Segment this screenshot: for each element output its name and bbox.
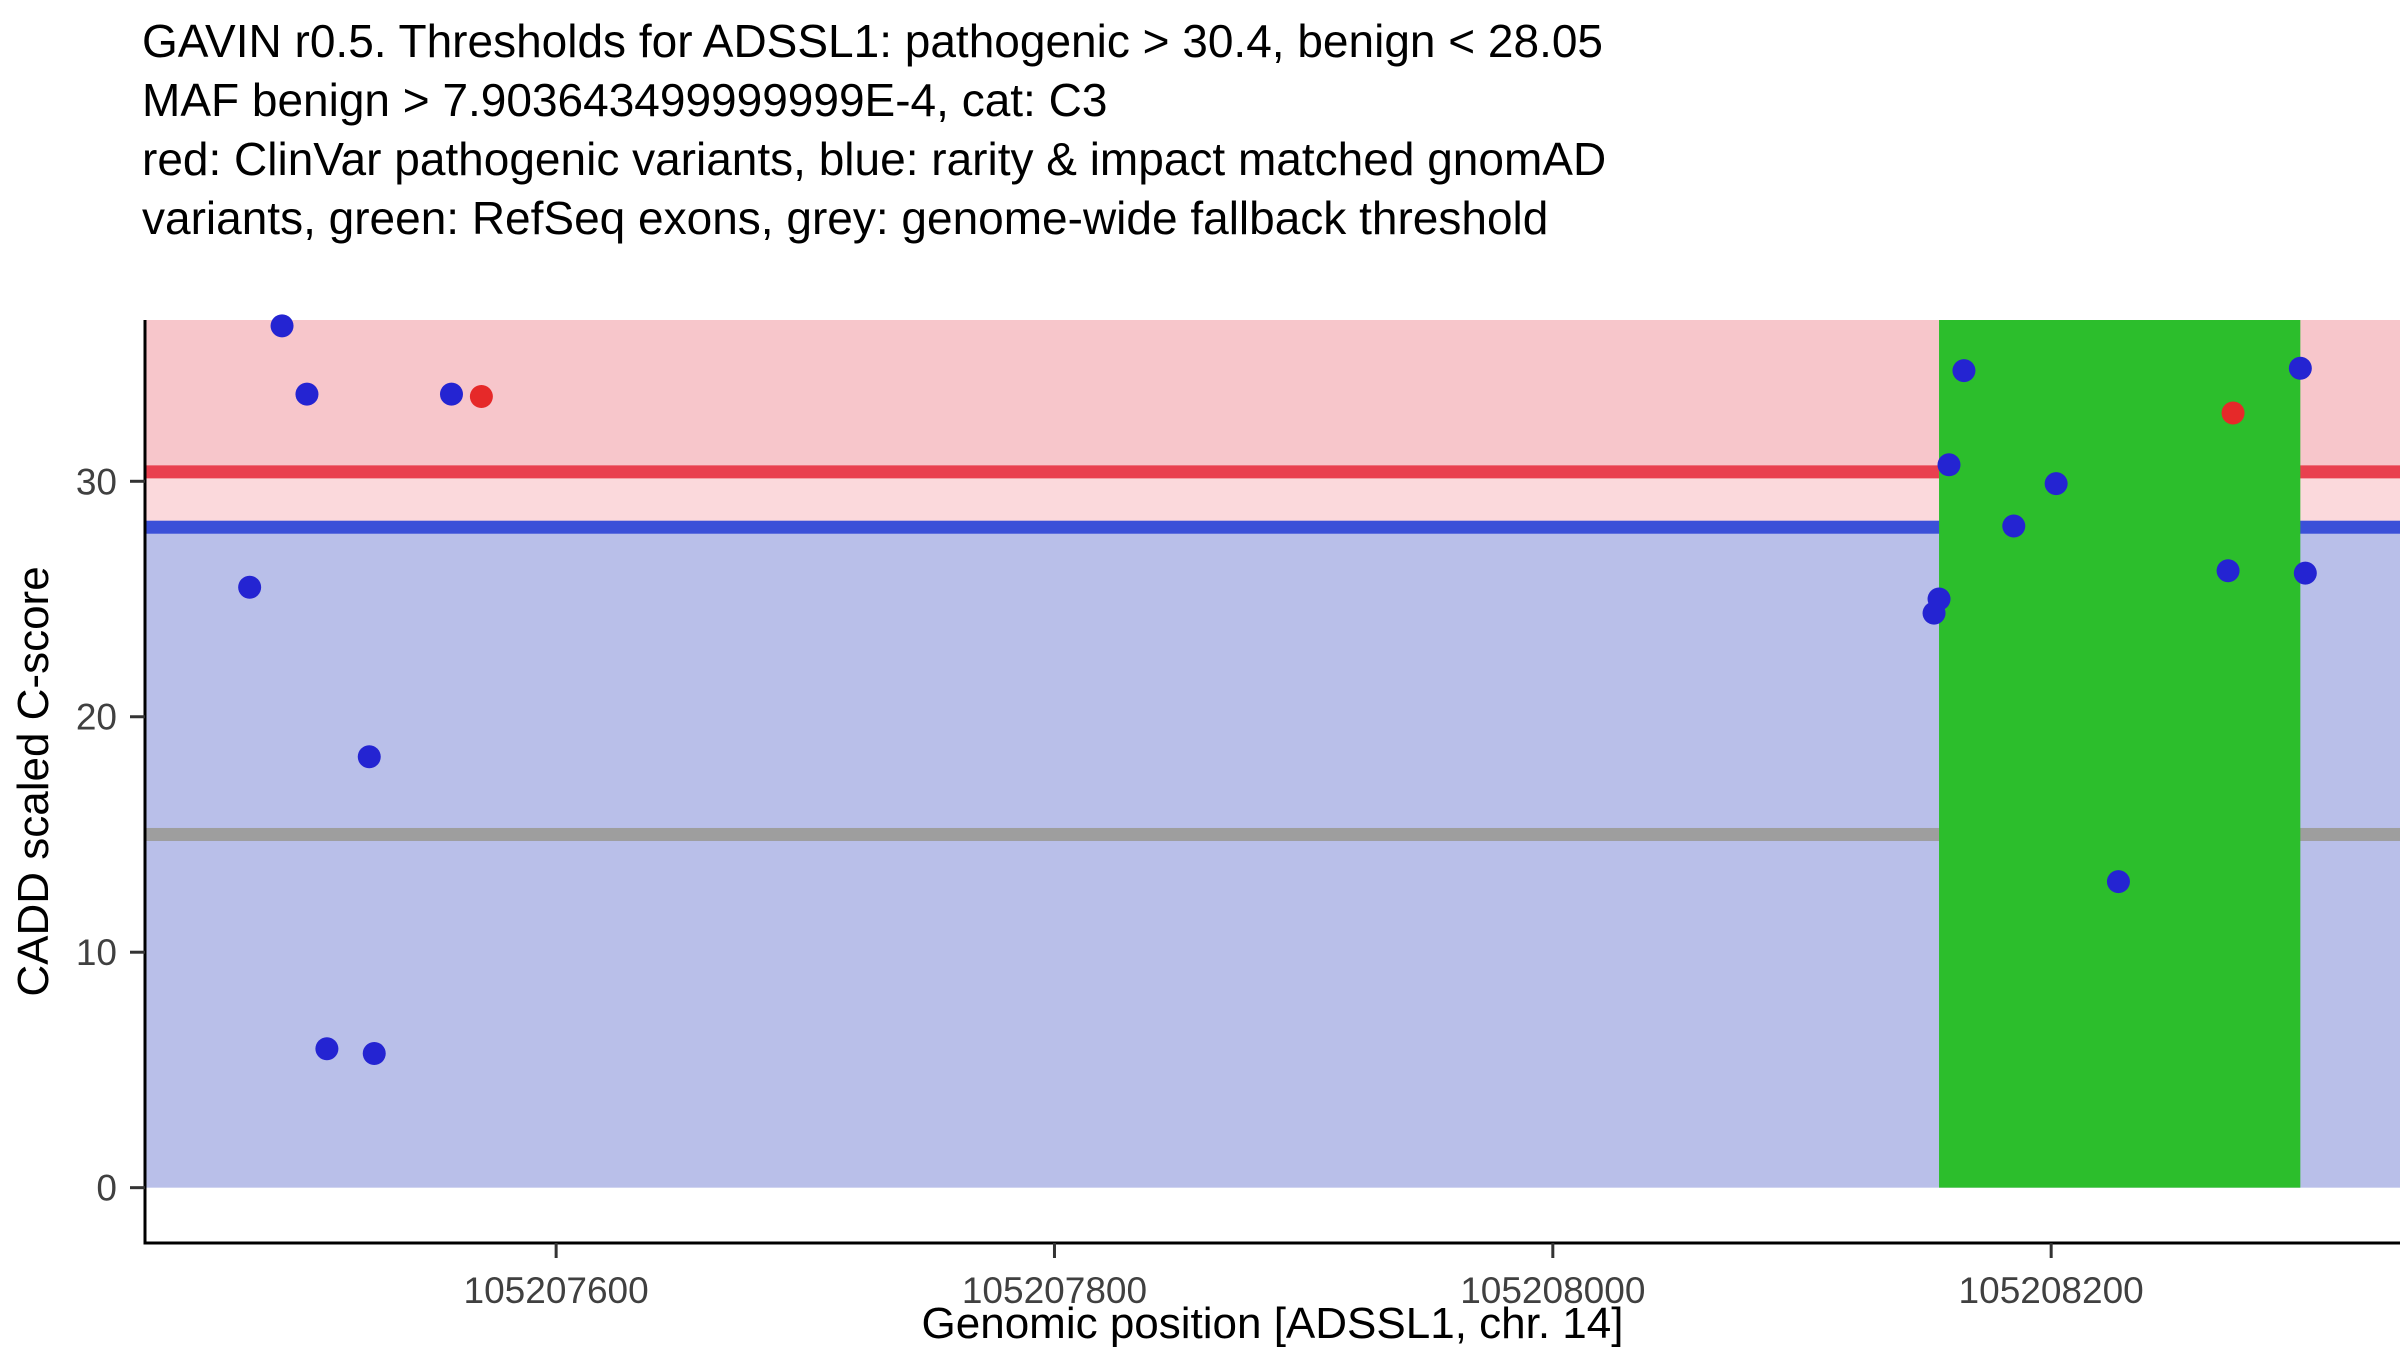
gnomad-variant-point bbox=[2002, 514, 2026, 538]
y-tick-label: 20 bbox=[76, 697, 117, 738]
title-line-4: variants, green: RefSeq exons, grey: gen… bbox=[142, 192, 1549, 244]
gnomad-variant-point bbox=[362, 1041, 386, 1065]
title-line-2: MAF benign > 7.903643499999999E-4, cat: … bbox=[142, 74, 1108, 126]
benign-threshold-line bbox=[145, 520, 2400, 534]
gnomad-variant-point bbox=[2216, 559, 2240, 583]
x-axis-title: Genomic position [ADSSL1, chr. 14] bbox=[922, 1299, 1624, 1348]
gnomad-variant-point bbox=[295, 382, 319, 406]
gnomad-variant-point bbox=[1952, 359, 1976, 383]
gnomad-variant-point bbox=[357, 745, 381, 769]
x-tick-label: 105207600 bbox=[464, 1270, 649, 1311]
title-line-3: red: ClinVar pathogenic variants, blue: … bbox=[142, 133, 1607, 185]
y-tick-label: 10 bbox=[76, 932, 117, 973]
gnomad-variant-point bbox=[439, 382, 463, 406]
chart-title: GAVIN r0.5. Thresholds for ADSSL1: patho… bbox=[142, 12, 1606, 248]
y-tick-label: 0 bbox=[96, 1168, 117, 1209]
genome-wide-fallback-line bbox=[145, 827, 2400, 841]
y-axis-title: CADD scaled C-score bbox=[9, 566, 58, 996]
clinvar-variant-point bbox=[2221, 401, 2245, 425]
gnomad-variant-point bbox=[2288, 356, 2312, 380]
gnomad-variant-point bbox=[2293, 561, 2317, 585]
gnomad-variant-point bbox=[238, 575, 262, 599]
gnomad-variant-point bbox=[2044, 472, 2068, 496]
x-tick-label: 105208200 bbox=[1959, 1270, 2144, 1311]
gnomad-variant-point bbox=[270, 314, 294, 338]
clinvar-variant-point bbox=[469, 385, 493, 409]
gnomad-variant-point bbox=[1937, 453, 1961, 477]
gnomad-variant-point bbox=[315, 1037, 339, 1061]
pathogenic-threshold-line bbox=[145, 465, 2400, 479]
title-line-1: GAVIN r0.5. Thresholds for ADSSL1: patho… bbox=[142, 15, 1604, 67]
refseq-exon-band bbox=[1939, 320, 2301, 1188]
gnomad-variant-point bbox=[1922, 601, 1946, 625]
x-tick-label: 105207800 bbox=[962, 1270, 1147, 1311]
x-tick-label: 105208000 bbox=[1460, 1270, 1645, 1311]
y-tick-label: 30 bbox=[76, 461, 117, 502]
gnomad-variant-point bbox=[2106, 870, 2130, 894]
